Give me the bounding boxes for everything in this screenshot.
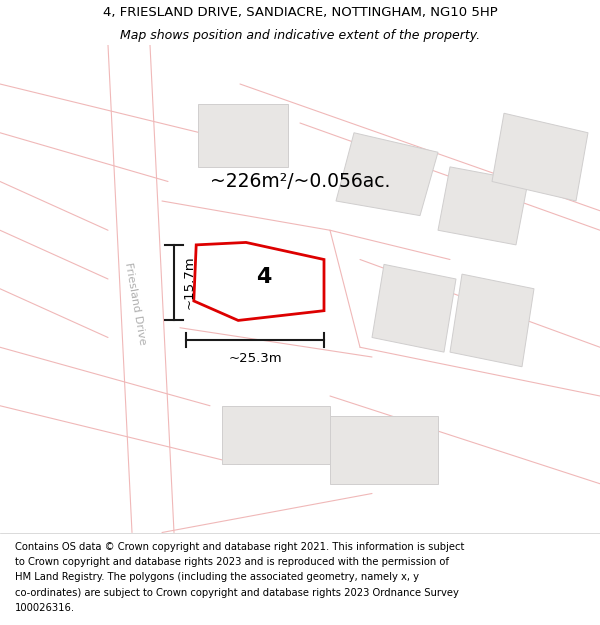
Polygon shape [336,132,438,216]
Text: 4: 4 [256,266,272,286]
Text: to Crown copyright and database rights 2023 and is reproduced with the permissio: to Crown copyright and database rights 2… [15,557,449,567]
Text: Map shows position and indicative extent of the property.: Map shows position and indicative extent… [120,29,480,42]
Text: Contains OS data © Crown copyright and database right 2021. This information is : Contains OS data © Crown copyright and d… [15,542,464,552]
Text: ~15.7m: ~15.7m [183,256,196,309]
Polygon shape [222,406,330,464]
Text: HM Land Registry. The polygons (including the associated geometry, namely x, y: HM Land Registry. The polygons (includin… [15,572,419,582]
Polygon shape [492,113,588,201]
Text: ~226m²/~0.056ac.: ~226m²/~0.056ac. [210,172,390,191]
Text: 4, FRIESLAND DRIVE, SANDIACRE, NOTTINGHAM, NG10 5HP: 4, FRIESLAND DRIVE, SANDIACRE, NOTTINGHA… [103,6,497,19]
Text: co-ordinates) are subject to Crown copyright and database rights 2023 Ordnance S: co-ordinates) are subject to Crown copyr… [15,588,459,598]
Polygon shape [330,416,438,484]
Polygon shape [438,167,528,245]
Text: ~25.3m: ~25.3m [228,352,282,365]
Polygon shape [198,104,288,167]
Polygon shape [372,264,456,352]
Polygon shape [450,274,534,367]
Polygon shape [194,242,324,321]
Text: Friesland Drive: Friesland Drive [123,261,147,346]
Text: 100026316.: 100026316. [15,602,75,612]
